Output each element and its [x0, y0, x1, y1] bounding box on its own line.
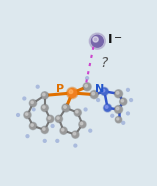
Circle shape	[60, 127, 67, 134]
Circle shape	[36, 85, 39, 88]
Circle shape	[117, 118, 119, 120]
Circle shape	[127, 112, 129, 115]
Circle shape	[42, 127, 48, 133]
Circle shape	[84, 108, 87, 111]
Circle shape	[105, 106, 108, 108]
Text: N: N	[95, 84, 104, 94]
Circle shape	[100, 87, 108, 96]
Circle shape	[41, 126, 48, 134]
Circle shape	[103, 104, 112, 112]
Circle shape	[41, 92, 48, 99]
Circle shape	[115, 106, 122, 113]
Circle shape	[47, 115, 54, 123]
Circle shape	[120, 98, 127, 105]
Circle shape	[116, 107, 119, 110]
Circle shape	[62, 104, 70, 112]
Circle shape	[29, 100, 37, 107]
Circle shape	[64, 106, 66, 108]
Circle shape	[90, 90, 98, 99]
Text: P: P	[56, 84, 65, 94]
Circle shape	[56, 116, 62, 122]
Circle shape	[31, 101, 33, 104]
Circle shape	[79, 121, 86, 128]
Circle shape	[42, 105, 48, 111]
Circle shape	[57, 117, 59, 119]
Circle shape	[56, 140, 59, 142]
Circle shape	[127, 89, 129, 91]
Circle shape	[83, 83, 91, 91]
Circle shape	[61, 128, 66, 134]
Circle shape	[102, 89, 105, 92]
Circle shape	[101, 88, 108, 94]
Circle shape	[24, 111, 31, 119]
Circle shape	[74, 109, 81, 116]
Circle shape	[80, 122, 85, 127]
Circle shape	[86, 77, 89, 79]
Circle shape	[43, 93, 45, 96]
Text: −: −	[114, 33, 122, 43]
Circle shape	[29, 122, 37, 130]
Circle shape	[32, 108, 35, 111]
Circle shape	[89, 33, 105, 49]
Circle shape	[73, 133, 76, 135]
Circle shape	[43, 140, 46, 142]
Circle shape	[121, 100, 124, 102]
Circle shape	[43, 106, 45, 108]
Circle shape	[23, 97, 26, 100]
Circle shape	[26, 135, 29, 138]
Circle shape	[115, 116, 122, 123]
Circle shape	[76, 111, 78, 113]
Circle shape	[42, 92, 48, 98]
Circle shape	[47, 116, 53, 122]
Circle shape	[62, 129, 64, 131]
Circle shape	[73, 132, 78, 137]
Circle shape	[122, 121, 125, 124]
Circle shape	[93, 37, 98, 42]
Circle shape	[111, 114, 114, 117]
Circle shape	[116, 117, 121, 122]
Text: ?: ?	[100, 56, 107, 70]
Circle shape	[17, 114, 19, 116]
Text: I: I	[108, 33, 112, 46]
Circle shape	[67, 87, 78, 99]
Circle shape	[114, 105, 123, 114]
Circle shape	[41, 104, 48, 112]
Circle shape	[72, 131, 79, 138]
Circle shape	[30, 100, 36, 106]
Circle shape	[115, 91, 122, 97]
Circle shape	[30, 123, 36, 129]
Circle shape	[116, 92, 119, 94]
Circle shape	[68, 89, 77, 97]
Circle shape	[69, 90, 73, 94]
Circle shape	[104, 105, 111, 111]
Circle shape	[31, 124, 33, 126]
Circle shape	[25, 112, 30, 118]
Circle shape	[63, 105, 69, 111]
Circle shape	[74, 144, 77, 147]
Circle shape	[43, 128, 45, 130]
Circle shape	[75, 110, 81, 116]
Circle shape	[91, 35, 103, 47]
Circle shape	[80, 122, 83, 125]
Circle shape	[85, 84, 87, 87]
Circle shape	[92, 92, 95, 95]
Circle shape	[97, 99, 100, 102]
Circle shape	[89, 129, 92, 132]
Circle shape	[84, 84, 90, 90]
Circle shape	[91, 92, 97, 98]
Circle shape	[120, 99, 126, 105]
Circle shape	[114, 90, 123, 98]
Circle shape	[130, 99, 133, 102]
Circle shape	[48, 117, 51, 119]
Circle shape	[25, 113, 28, 115]
Circle shape	[51, 125, 54, 127]
Circle shape	[55, 115, 62, 123]
